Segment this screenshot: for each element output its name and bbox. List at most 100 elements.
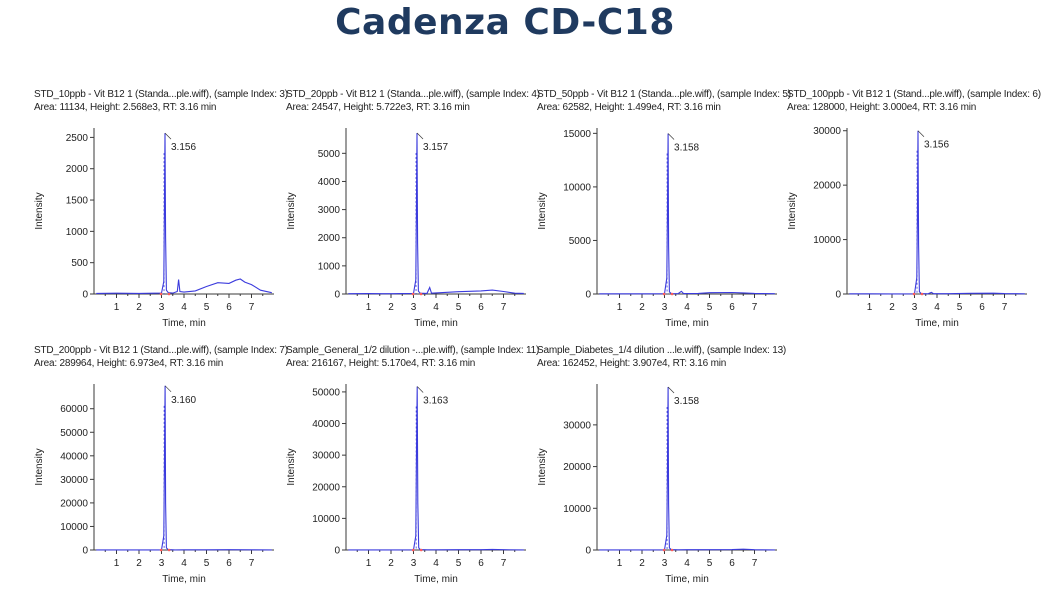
y-tick-label: 50000 [312,387,340,398]
x-tick-label: 2 [388,302,394,313]
x-tick-label: 5 [204,302,210,313]
chromatogram-svg: 0 500 1000 1500 2000 2500 1 2 3 4 5 6 7 Time, min Inte… [34,128,274,329]
chromatogram-panel: STD_200ppb - Vit B12 1 (Stand...ple.wiff… [34,344,288,594]
peak-rt-label: 3.156 [171,142,196,153]
y-tick-label: 10000 [563,182,591,193]
y-axis-label: Intensity [537,448,548,485]
y-tick-label: 1000 [318,261,341,272]
chromatogram-panel: STD_100ppb - Vit B12 1 (Stand...ple.wiff… [787,88,1041,338]
x-axis-label: Time, min [665,574,709,585]
panel-sample-title: STD_200ppb - Vit B12 1 (Stand...ple.wiff… [34,345,288,356]
y-tick-label: 50000 [60,428,88,439]
y-tick-label: 30000 [312,451,340,462]
peak-start-marker [159,548,163,552]
y-tick-label: 0 [835,290,841,301]
peak-rt-label: 3.158 [674,142,699,153]
y-tick-label: 2000 [66,164,89,175]
panel-peak-summary: Area: 216167, Height: 5.170e4, RT: 3.16 … [286,358,476,369]
peak-rt-label: 3.156 [924,140,949,151]
chromatogram-trace [96,133,272,294]
x-axis-label: Time, min [915,318,959,329]
y-tick-label: 2500 [66,133,89,144]
y-tick-label: 30000 [60,475,88,486]
x-tick-label: 4 [181,558,187,569]
x-tick-label: 1 [617,558,623,569]
y-axis-label: Intensity [34,448,45,485]
x-tick-label: 4 [684,558,690,569]
x-tick-label: 5 [204,558,210,569]
chromatogram-trace [849,130,1025,295]
peak-rt-label: 3.157 [423,142,448,153]
peak-start-marker [411,292,415,296]
panel-peak-summary: Area: 24547, Height: 5.722e3, RT: 3.16 m… [286,102,470,113]
y-axis-label: Intensity [286,448,297,485]
x-tick-label: 6 [478,558,484,569]
x-tick-label: 2 [639,558,645,569]
x-tick-label: 4 [433,558,439,569]
x-tick-label: 4 [181,302,187,313]
y-tick-label: 0 [585,546,591,557]
x-tick-label: 1 [366,302,372,313]
x-tick-label: 2 [639,302,645,313]
y-axis-label: Intensity [286,192,297,229]
peak-label-leader [416,386,424,393]
chromatogram-panel: Sample_Diabetes_1/4 dilution ...le.wiff)… [537,344,787,594]
peak-start-marker [912,292,916,296]
chromatogram-panel: Sample_General_1/2 dilution -...ple.wiff… [286,344,540,594]
panel-sample-title: STD_50ppb - Vit B12 1 (Standa...ple.wiff… [537,89,791,100]
x-tick-label: 7 [752,558,758,569]
y-axis-label: Intensity [787,192,798,229]
panel-peak-summary: Area: 11134, Height: 2.568e3, RT: 3.16 m… [34,102,217,113]
y-tick-label: 60000 [60,404,88,415]
x-axis-label: Time, min [665,318,709,329]
y-tick-label: 5000 [569,236,592,247]
x-tick-label: 1 [867,302,873,313]
peak-label-leader [164,132,172,140]
x-tick-label: 6 [226,558,232,569]
panel-sample-title: STD_10ppb - Vit B12 1 (Standa...ple.wiff… [34,89,288,100]
x-tick-label: 6 [478,302,484,313]
y-tick-label: 0 [334,290,340,301]
x-axis-label: Time, min [162,318,206,329]
peak-start-marker [662,548,666,552]
x-tick-label: 2 [136,302,142,313]
x-tick-label: 7 [752,302,758,313]
y-tick-label: 500 [71,258,88,269]
panel-sample-title: Sample_Diabetes_1/4 dilution ...le.wiff)… [537,345,787,356]
peak-label-leader [416,132,424,140]
x-tick-label: 1 [114,302,120,313]
y-tick-label: 40000 [60,451,88,462]
y-tick-label: 3000 [318,205,341,216]
y-tick-label: 40000 [312,419,340,430]
x-tick-label: 7 [249,558,255,569]
peak-label-leader [164,385,172,393]
x-tick-label: 6 [979,302,985,313]
panel-peak-summary: Area: 62582, Height: 1.499e4, RT: 3.16 m… [537,102,721,113]
peak-start-marker [159,292,163,296]
x-tick-label: 3 [912,302,918,313]
x-tick-label: 4 [684,302,690,313]
chromatogram-trace [348,386,524,551]
peak-end-marker [920,292,924,296]
x-tick-label: 1 [617,302,623,313]
y-tick-label: 1000 [66,227,89,238]
y-tick-label: 30000 [813,126,841,137]
y-tick-label: 20000 [813,181,841,192]
x-axis-label: Time, min [414,318,458,329]
chromatogram-svg: 0 10000 20000 30000 1 2 3 4 5 6 7 Time, min Intensit… [537,384,777,585]
x-tick-label: 2 [889,302,895,313]
x-tick-label: 7 [501,302,507,313]
panel-sample-title: Sample_General_1/2 dilution -...ple.wiff… [286,345,540,356]
panel-sample-title: STD_100ppb - Vit B12 1 (Stand...ple.wiff… [787,89,1041,100]
x-tick-label: 3 [411,302,417,313]
peak-end-marker [670,292,674,296]
chromatogram-panel: STD_10ppb - Vit B12 1 (Standa...ple.wiff… [34,88,288,338]
chromatogram-svg: 0 10000 20000 30000 1 2 3 4 5 6 7 Time, min Intensit… [787,126,1027,329]
y-tick-label: 20000 [60,498,88,509]
x-tick-label: 3 [159,558,165,569]
chromatogram-panel: STD_20ppb - Vit B12 1 (Standa...ple.wiff… [286,88,540,338]
y-axis-label: Intensity [537,192,548,229]
x-tick-label: 3 [662,302,668,313]
y-tick-label: 10000 [60,522,88,533]
x-tick-label: 1 [114,558,120,569]
